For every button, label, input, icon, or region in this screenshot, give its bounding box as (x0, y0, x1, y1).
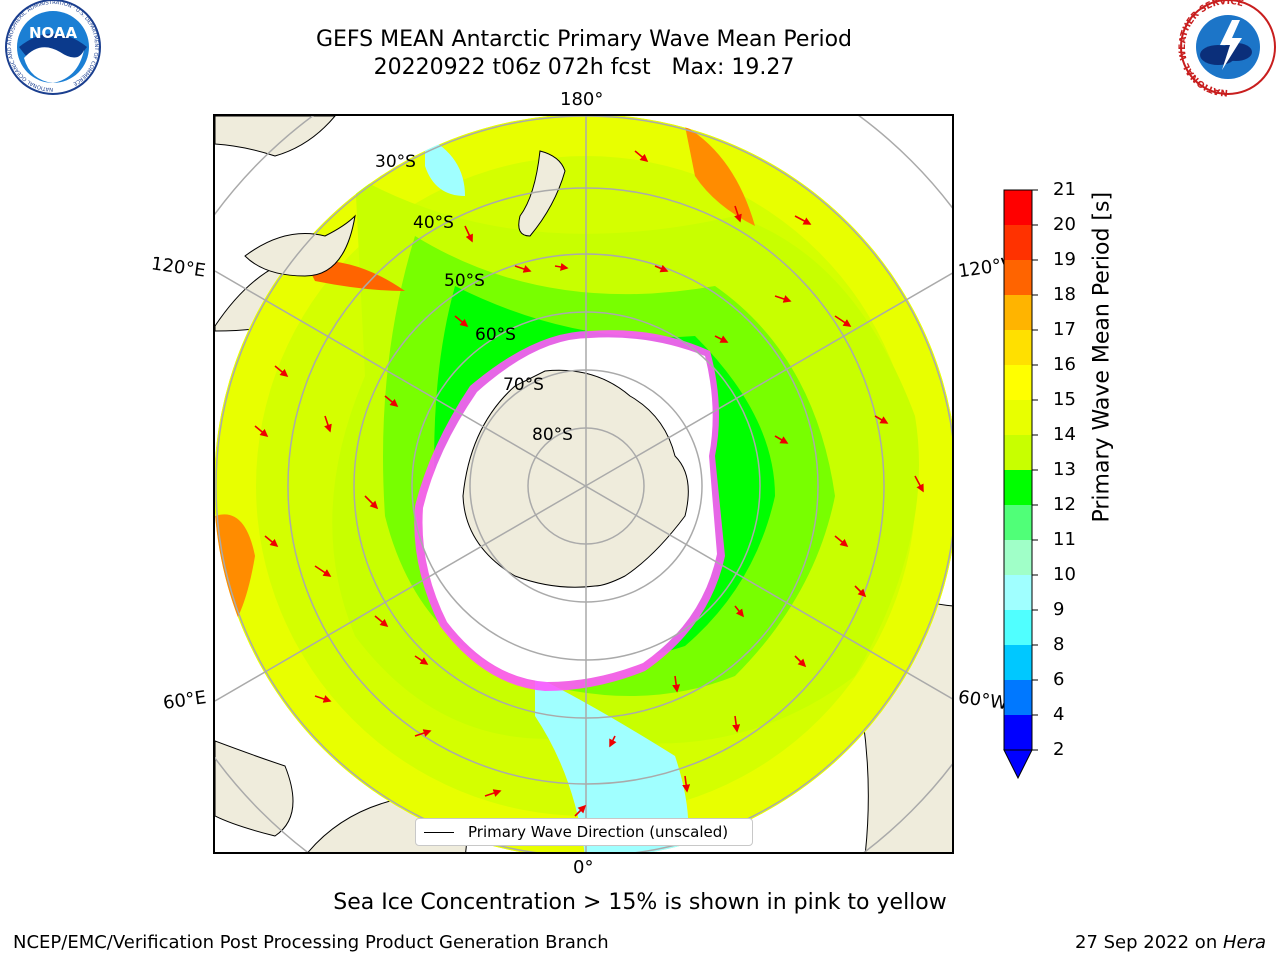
colorbar-cell (1004, 365, 1032, 401)
lat-label-70s: 70°S (503, 375, 544, 395)
wave-direction-arrows (254, 150, 924, 817)
credit-branch: NCEP/EMC/Verification Post Processing Pr… (13, 932, 609, 953)
lon-label-top: 180° (560, 89, 604, 110)
lon-label-lower-left: 60°E (161, 687, 208, 714)
colorbar-tick-label: 10 (1053, 564, 1076, 585)
colorbar-cell (1004, 400, 1032, 436)
legend-label: Primary Wave Direction (unscaled) (468, 823, 729, 841)
lon-label-bottom: 0° (573, 857, 594, 878)
colorbar-cell (1004, 330, 1032, 366)
colorbar-cell (1004, 680, 1032, 716)
nws-logo: NATIONAL WEATHER SERVICE (1178, 0, 1276, 97)
svg-text:NOAA: NOAA (29, 24, 78, 42)
colorbar-tick-label: 4 (1053, 704, 1065, 725)
map-panel (213, 114, 954, 854)
colorbar-tick-label: 8 (1053, 634, 1065, 655)
colorbar-tick-label: 19 (1053, 249, 1076, 270)
colorbar-cell (1004, 610, 1032, 646)
colorbar-tick-label: 13 (1053, 459, 1076, 480)
colorbar-tick-label: 17 (1053, 319, 1076, 340)
lat-label-30s: 30°S (375, 152, 416, 172)
colorbar-tick-label: 9 (1053, 599, 1065, 620)
colorbar-tick-label: 11 (1053, 529, 1076, 550)
chart-subtitle: 20220922 t06z 072h fcst Max: 19.27 (373, 55, 795, 80)
colorbar (1003, 189, 1038, 780)
lat-label-60s: 60°S (475, 325, 516, 345)
lat-label-40s: 40°S (413, 213, 454, 233)
colorbar-cell (1004, 190, 1032, 226)
credit-host: Hera (1222, 932, 1266, 953)
colorbar-cell (1004, 470, 1032, 506)
colorbar-extend-triangle (1003, 749, 1033, 780)
colorbar-cells (1004, 190, 1032, 751)
colorbar-tick-label: 15 (1053, 389, 1076, 410)
colorbar-label: Primary Wave Mean Period [s] (1089, 191, 1115, 523)
colorbar-cell (1004, 715, 1032, 751)
antarctica (414, 330, 725, 691)
colorbar-cell (1004, 295, 1032, 331)
colorbar-cell (1004, 260, 1032, 296)
colorbar-cell (1004, 645, 1032, 681)
colorbar-cell (1004, 575, 1032, 611)
colorbar-tick-label: 12 (1053, 494, 1076, 515)
legend-line-sample (424, 832, 454, 833)
colorbar-cell (1004, 540, 1032, 576)
colorbar-cell (1004, 225, 1032, 261)
credit-date: 27 Sep 2022 on Hera (1075, 932, 1266, 953)
lon-label-upper-left: 120°E (149, 253, 207, 282)
colorbar-tick-label: 18 (1053, 284, 1076, 305)
colorbar-tick-label: 16 (1053, 354, 1076, 375)
polar-map (215, 116, 952, 852)
sea-ice-caption: Sea Ice Concentration > 15% is shown in … (333, 890, 947, 915)
colorbar-tick-marks (1032, 189, 1038, 751)
colorbar-tick-label: 21 (1053, 179, 1076, 200)
lat-label-80s: 80°S (532, 425, 573, 445)
colorbar-cell (1004, 435, 1032, 471)
colorbar-tick-label: 14 (1053, 424, 1076, 445)
graticule (215, 116, 952, 852)
colorbar-cell (1004, 505, 1032, 541)
colorbar-tick-label: 20 (1053, 214, 1076, 235)
colorbar-tick-label: 6 (1053, 669, 1065, 690)
colorbar-tick-label: 2 (1053, 739, 1065, 760)
land-foreground (244, 150, 566, 277)
chart-title: GEFS MEAN Antarctic Primary Wave Mean Pe… (315, 27, 853, 52)
noaa-logo: NOAA NATIONAL OCEANIC AND ATMOSPHERIC AD… (5, 0, 101, 95)
map-legend: Primary Wave Direction (unscaled) (415, 818, 753, 846)
lat-label-50s: 50°S (444, 271, 485, 291)
credit-date-text: 27 Sep 2022 on (1075, 932, 1223, 953)
